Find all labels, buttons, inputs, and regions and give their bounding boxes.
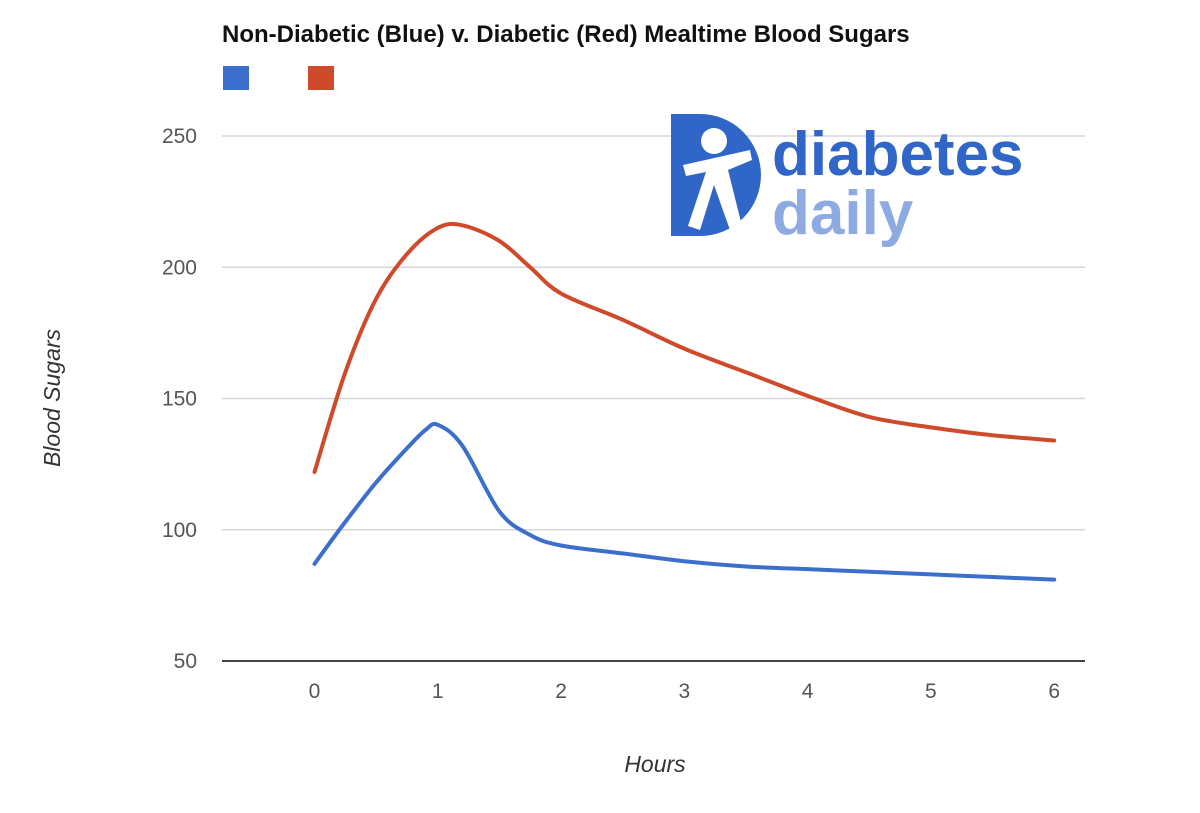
series-line-2: [312, 221, 1057, 474]
logo-text-daily: daily: [772, 179, 914, 248]
legend-swatch-series-2: [308, 66, 334, 90]
gridlines: [222, 135, 1085, 531]
x-tick-label: 3: [678, 680, 690, 703]
y-tick-label: 100: [162, 519, 197, 542]
x-tick-label: 4: [802, 680, 814, 703]
y-tick-label: 200: [162, 256, 197, 279]
y-axis-title: Blood Sugars: [39, 328, 65, 467]
x-tick-label: 2: [555, 680, 567, 703]
x-tick-label: 1: [432, 680, 444, 703]
logo-text-diabetes: diabetes: [772, 120, 1024, 189]
x-tick-label: 6: [1048, 680, 1060, 703]
series-line-1: [312, 421, 1057, 582]
x-axis-ticks: 0 1 2 3 4 5 6: [309, 680, 1060, 703]
x-tick-label: 0: [309, 680, 321, 703]
x-axis-title: Hours: [624, 751, 686, 777]
series-lines: [312, 221, 1057, 582]
y-tick-label: 50: [174, 650, 197, 673]
logo-figure-icon: [671, 114, 761, 236]
y-tick-label: 250: [162, 125, 197, 148]
y-axis-ticks: 50 100 150 200 250: [162, 125, 197, 673]
y-tick-label: 150: [162, 388, 197, 411]
legend-swatch-series-1: [223, 66, 249, 90]
diabetes-daily-logo: diabetes daily: [671, 114, 1024, 248]
chart-title: Non-Diabetic (Blue) v. Diabetic (Red) Me…: [222, 21, 910, 48]
x-tick-label: 5: [925, 680, 937, 703]
